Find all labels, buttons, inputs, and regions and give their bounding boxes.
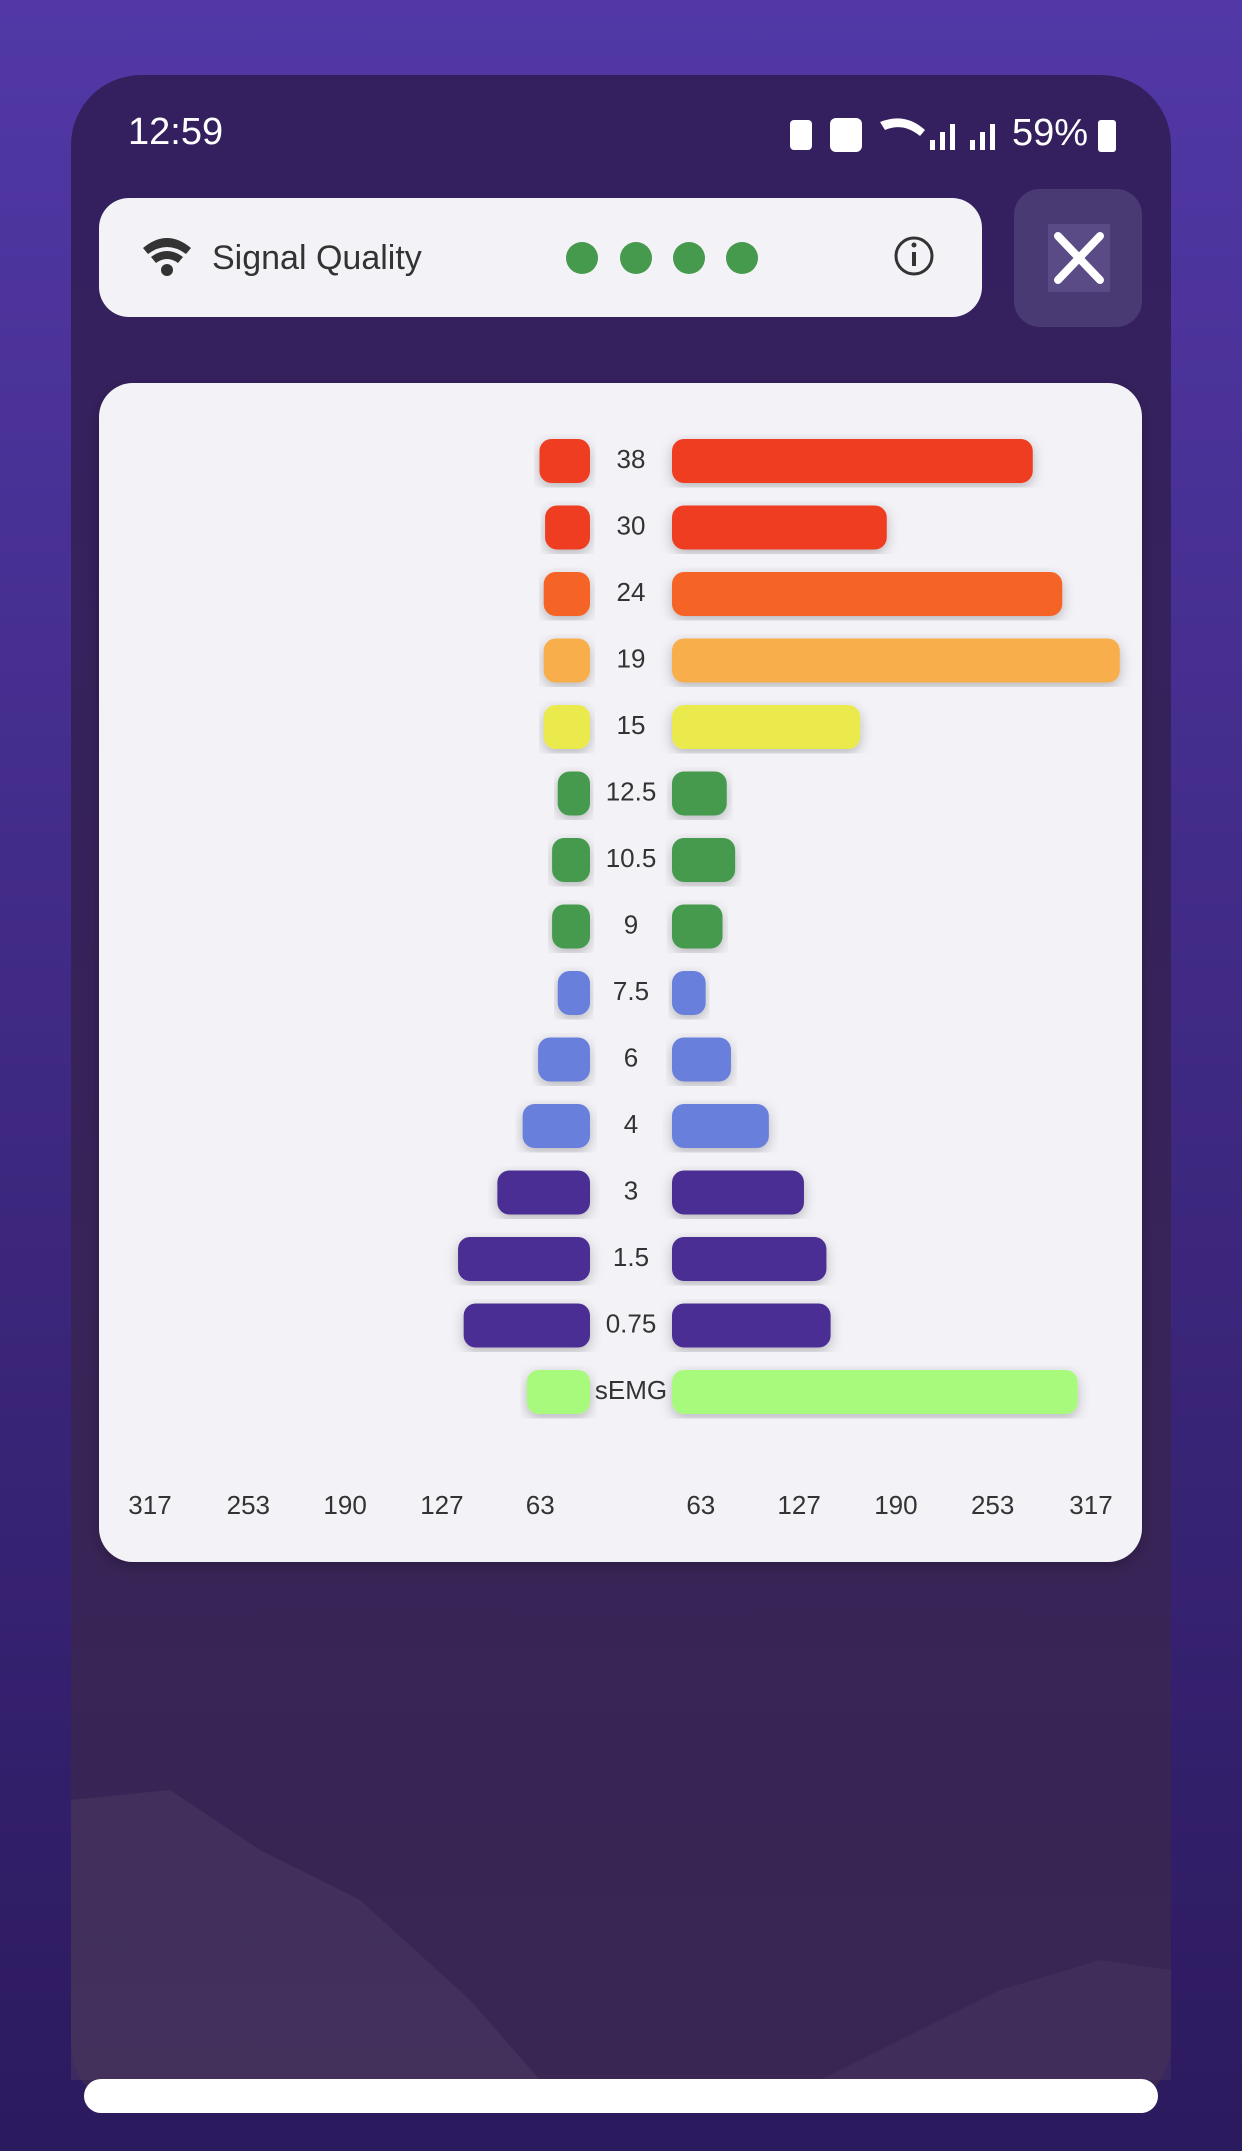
category-label: 9: [624, 909, 638, 939]
category-label: sEMG: [595, 1375, 667, 1405]
left-bar: [552, 904, 590, 949]
wifi-icon: [143, 238, 191, 276]
category-label: 3: [624, 1175, 638, 1205]
battery-level: 59%: [1012, 112, 1088, 154]
category-label: 12.5: [606, 776, 657, 806]
x-tick-label: 63: [686, 1490, 715, 1520]
left-bar: [463, 1303, 590, 1348]
category-label: 38: [617, 444, 646, 474]
left-bar: [522, 1104, 590, 1148]
left-bar: [545, 505, 590, 550]
right-bar: [672, 1104, 769, 1148]
left-bar: [543, 638, 590, 683]
left-bar: [458, 1237, 590, 1281]
x-tick-label: 127: [777, 1490, 820, 1520]
category-label: 1.5: [613, 1242, 649, 1272]
category-label: 19: [617, 643, 646, 673]
right-bar: [672, 705, 861, 749]
status-icons: [790, 118, 1116, 152]
signal-label: Signal Quality: [212, 239, 422, 277]
signal-card: [99, 198, 982, 317]
left-bar: [552, 838, 590, 882]
status-time: 12:59: [128, 111, 223, 153]
left-bar: [526, 1370, 590, 1414]
chart: 38 30 24 19 15 12.5 10.5 9 7.5 6 4 3 1.5 0.75 sEMG 63 63…: [128, 439, 1120, 1520]
x-tick-label: 317: [1069, 1490, 1112, 1520]
left-bar: [557, 771, 590, 816]
right-bar: [672, 439, 1033, 483]
category-label: 4: [624, 1109, 638, 1139]
right-bar: [672, 971, 706, 1015]
mountain: [820, 1960, 1171, 2080]
right-bar: [672, 572, 1063, 616]
category-label: 7.5: [613, 976, 649, 1006]
category-label: 10.5: [606, 843, 657, 873]
x-tick-label: 317: [128, 1490, 171, 1520]
x-tick-label: 253: [227, 1490, 270, 1520]
left-bar: [557, 971, 590, 1015]
left-bar: [538, 1037, 590, 1082]
left-bar: [543, 572, 590, 616]
right-bar: [672, 638, 1120, 683]
mountain: [71, 1790, 540, 2080]
bottom-bar: [84, 2079, 1158, 2113]
category-label: 24: [617, 577, 646, 607]
left-bar: [497, 1170, 590, 1215]
category-label: 0.75: [606, 1308, 657, 1338]
category-label: 6: [624, 1042, 638, 1072]
right-bar: [672, 838, 736, 882]
right-bar: [672, 1237, 827, 1281]
close-button[interactable]: [1014, 189, 1142, 327]
info-button[interactable]: [894, 236, 934, 276]
x-tick-label: 127: [420, 1490, 463, 1520]
signal-dots: [566, 242, 758, 274]
right-bar: [672, 904, 723, 949]
x-tick-label: 253: [971, 1490, 1014, 1520]
category-label: 15: [617, 710, 646, 740]
right-bar: [672, 505, 887, 550]
left-bar: [543, 705, 590, 749]
right-bar: [672, 1303, 831, 1348]
right-bar: [672, 771, 727, 816]
right-bar: [672, 1037, 731, 1082]
x-tick-label: 190: [874, 1490, 917, 1520]
right-bar: [672, 1170, 804, 1215]
left-bar: [539, 439, 590, 483]
category-label: 30: [617, 510, 646, 540]
x-tick-label: 63: [526, 1490, 555, 1520]
x-tick-label: 190: [323, 1490, 366, 1520]
right-bar: [672, 1370, 1078, 1414]
